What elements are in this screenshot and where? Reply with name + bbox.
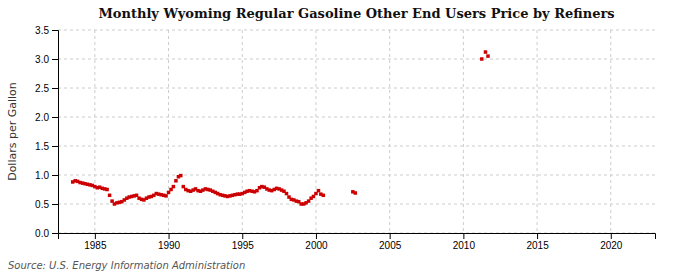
grid-line-y: [58, 117, 655, 118]
grid-line-y: [58, 59, 655, 60]
y-tick: 1.0: [35, 170, 58, 181]
y-tick-mark: [52, 30, 58, 31]
grid-line-y: [58, 88, 655, 89]
x-tick-label: 1985: [84, 240, 107, 251]
point: [105, 188, 109, 192]
x-tick-label: 2010: [453, 240, 476, 251]
y-tick-mark: [52, 88, 58, 89]
point: [285, 192, 289, 196]
x-tick: 1990: [158, 233, 181, 251]
y-tick-mark: [52, 233, 58, 234]
y-tick-mark: [52, 59, 58, 60]
points: [71, 50, 490, 205]
y-tick-label: 1.5: [35, 141, 49, 152]
x-tick: 1985: [84, 233, 107, 251]
y-tick-label: 2.5: [35, 83, 49, 94]
grid-line-x: [94, 30, 95, 233]
y-tick: 2.5: [35, 83, 58, 94]
x-axis: 1985 1990 1995 2000 2005 2010 2015 2020: [59, 233, 656, 251]
x-tick-mark: [242, 233, 243, 239]
x-tick-mark: [611, 233, 612, 239]
y-tick-mark: [52, 204, 58, 205]
x-tick-label: 2015: [526, 240, 549, 251]
x-tick-mark: [169, 233, 170, 239]
y-tick-label: 3.0: [35, 54, 49, 65]
y-tick: 3.5: [35, 25, 58, 36]
grid-line-y: [58, 30, 655, 31]
y-axis: 0.0 0.5 1.0 1.5 2.0 2.5 3.0 3.5: [35, 25, 58, 239]
y-tick-label: 0.5: [35, 199, 49, 210]
point: [480, 57, 484, 61]
grid-line-x: [537, 30, 538, 233]
grid-line-x: [463, 30, 464, 233]
x-tick: 1995: [232, 233, 255, 251]
y-tick: 0.0: [35, 228, 58, 239]
x-tick-mark: [390, 233, 391, 239]
y-tick-mark: [52, 175, 58, 176]
x-tick-mark: [463, 233, 464, 239]
x-tick: 2005: [379, 233, 402, 251]
point: [108, 194, 112, 198]
y-tick: 3.0: [35, 54, 58, 65]
grid-line-y: [58, 204, 655, 205]
point: [179, 174, 183, 178]
y-tick: 0.5: [35, 199, 58, 210]
x-tick-label: 1990: [158, 240, 181, 251]
point: [317, 189, 321, 193]
x-tick-mark: [95, 233, 96, 239]
x-tick: 2020: [600, 233, 623, 251]
y-axis-line: [52, 31, 59, 234]
grid-line-x: [389, 30, 390, 233]
grid-line-y: [58, 175, 655, 176]
y-tick-label: 2.0: [35, 112, 49, 123]
y-tick-label: 0.0: [35, 228, 49, 239]
x-tick: 2000: [305, 233, 328, 251]
x-tick-label: 2020: [600, 240, 623, 251]
title: Monthly Wyoming Regular Gasoline Other E…: [98, 6, 614, 21]
x-tick-label: 2005: [379, 240, 402, 251]
grid-line-x: [168, 30, 169, 233]
y-axis-title: Dollars per Gallon: [6, 82, 19, 181]
y-tick-mark: [52, 117, 58, 118]
grid-line-x: [610, 30, 611, 233]
point: [322, 194, 326, 198]
point: [172, 185, 176, 189]
grid-line-y: [58, 146, 655, 147]
x-tick-label: 2000: [305, 240, 328, 251]
x-axis-line: [59, 234, 656, 240]
x-tick-mark: [316, 233, 317, 239]
point: [354, 191, 358, 195]
grid-line-x: [242, 30, 243, 233]
point: [174, 179, 178, 183]
annotation: Source: U.S. Energy Information Administ…: [8, 260, 245, 271]
y-tick-label: 3.5: [35, 25, 49, 36]
chart: 1985 1990 1995 2000 2005 2010 2015 2020 0.0 0.5 1.…: [0, 0, 675, 275]
x-tick-label: 1995: [232, 240, 255, 251]
x-tick: 2015: [526, 233, 549, 251]
y-tick: 1.5: [35, 141, 58, 152]
y-tick-mark: [52, 146, 58, 147]
grid-line-x: [315, 30, 316, 233]
y-tick-label: 1.0: [35, 170, 49, 181]
point: [164, 194, 168, 198]
plot-area: 1985 1990 1995 2000 2005 2010 2015 2020 0.0 0.5 1.…: [35, 25, 655, 251]
x-tick-mark: [537, 233, 538, 239]
point: [486, 54, 490, 58]
point: [484, 50, 488, 54]
grid: [58, 30, 655, 233]
y-tick: 2.0: [35, 112, 58, 123]
x-tick: 2010: [453, 233, 476, 251]
